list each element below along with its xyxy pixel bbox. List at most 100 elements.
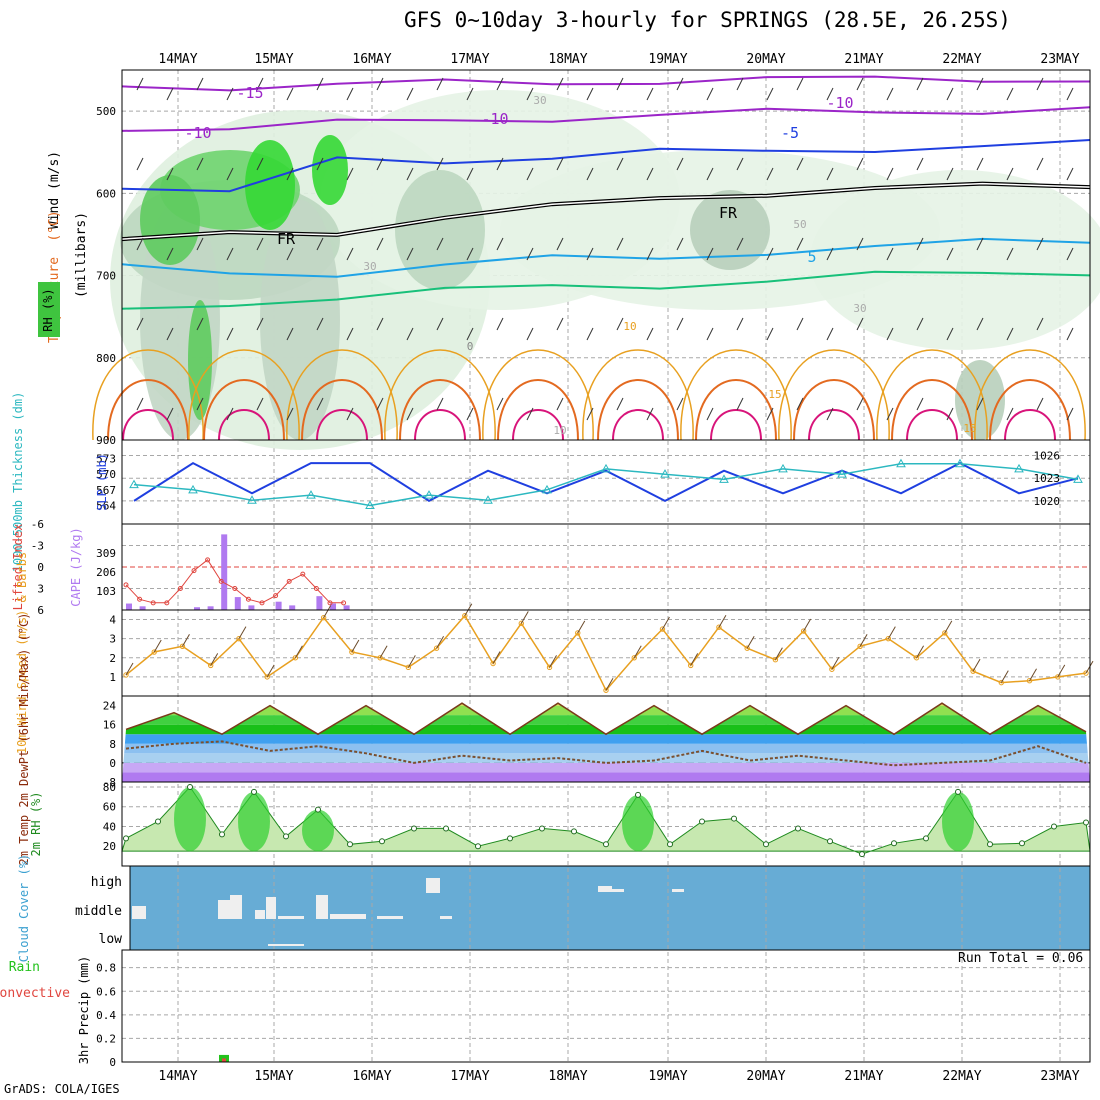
rh-marker xyxy=(859,851,865,858)
wind-speed-marker xyxy=(829,666,835,672)
cloud-block xyxy=(440,916,452,919)
low-level-contour xyxy=(482,349,594,441)
rh-marker xyxy=(699,818,705,825)
wind-tick-label: 1 xyxy=(109,671,116,684)
wind-barb xyxy=(556,157,564,171)
wind-barb xyxy=(1036,157,1044,171)
wind-speed-marker xyxy=(603,687,609,693)
wind-barb xyxy=(946,87,954,101)
wind-barb xyxy=(436,237,444,251)
rh-marker xyxy=(411,825,417,832)
wind-barb xyxy=(346,247,354,261)
cloud-level-label: low xyxy=(99,932,123,947)
rh-peak-fill xyxy=(302,809,334,852)
wind-barb xyxy=(466,167,474,181)
wind-tick-label: 2 xyxy=(109,652,116,665)
rh-marker xyxy=(123,835,129,842)
top-date-label: 16MAY xyxy=(352,52,391,67)
cloud-block xyxy=(268,944,304,946)
low-level-contour xyxy=(122,409,174,441)
wind-barb xyxy=(856,157,864,171)
thickness-marker xyxy=(837,469,847,478)
low-level-contour xyxy=(778,349,890,441)
low-level-contour xyxy=(384,349,496,441)
wind-barb xyxy=(736,397,744,411)
cloud-block xyxy=(132,906,146,919)
temp-band xyxy=(122,753,1090,763)
wind-barb xyxy=(976,157,984,171)
lifted-index-marker xyxy=(327,600,333,606)
wind-barb xyxy=(226,247,234,261)
wind-barb xyxy=(166,247,174,261)
surface-wind-barb xyxy=(605,678,614,691)
chart-title: GFS 0~10day 3-hourly for SPRINGS (28.5E,… xyxy=(404,8,1011,32)
wind-barb xyxy=(526,407,534,421)
wind-speed-marker xyxy=(1026,678,1033,684)
thickness-marker xyxy=(955,458,965,468)
top-date-label: 19MAY xyxy=(648,52,687,67)
lifted-index-line xyxy=(125,559,344,604)
wind-barb xyxy=(916,317,924,331)
temp-unit-label: (°C) xyxy=(47,210,62,241)
top-date-label: 15MAY xyxy=(254,52,293,67)
low-level-contour xyxy=(286,349,398,441)
bottom-date-label: 17MAY xyxy=(450,1069,489,1084)
rh-marker xyxy=(795,825,801,832)
cloud-block xyxy=(316,895,328,919)
lifted-index-marker xyxy=(286,578,292,584)
wind-barb xyxy=(1066,167,1074,181)
contour-label: 10 xyxy=(623,320,636,333)
wind-speed-marker xyxy=(208,662,214,669)
wind-barb xyxy=(286,87,294,101)
top-date-label: 23MAY xyxy=(1040,52,1079,67)
wind-barb xyxy=(496,77,504,91)
wind-barb xyxy=(316,157,324,171)
wind-barb xyxy=(496,397,504,411)
wind-barb xyxy=(676,397,684,411)
low-level-contour xyxy=(316,409,368,441)
rh-marker xyxy=(667,841,673,848)
wind-barb xyxy=(376,157,384,171)
low-level-contour xyxy=(92,349,204,441)
thickness-marker xyxy=(483,495,493,504)
wind-barb xyxy=(616,317,624,331)
isotherm-line xyxy=(121,237,1091,278)
rh-marker xyxy=(155,818,161,825)
pressure-tick-label: 500 xyxy=(96,105,116,118)
wind-barb xyxy=(226,407,234,421)
thickness-tick-label: 567 xyxy=(96,484,116,497)
rh-marker xyxy=(955,788,961,795)
wind-barb xyxy=(376,77,384,91)
wind-barb xyxy=(586,167,594,181)
wind-barb xyxy=(226,327,234,341)
cloud-block xyxy=(330,914,366,919)
wind-barb xyxy=(496,317,504,331)
cape-bar xyxy=(207,606,214,610)
rh-marker xyxy=(379,838,385,845)
surface-wind-barb xyxy=(774,647,783,660)
rh-marker xyxy=(1083,819,1089,826)
wind-barb xyxy=(976,397,984,411)
wind-barb xyxy=(526,87,534,101)
wind-barb xyxy=(556,237,564,251)
pressure-tick-label: 800 xyxy=(96,352,116,365)
wind-barb xyxy=(136,397,144,411)
wind-barb xyxy=(496,237,504,251)
low-level-contour xyxy=(1004,409,1056,441)
wind-barb xyxy=(706,407,714,421)
precip-tick-label: 0.4 xyxy=(96,1009,116,1022)
rh-tick-label: 20 xyxy=(103,840,116,853)
surface-wind-barb xyxy=(407,655,416,668)
surface-wind-barb xyxy=(690,653,699,666)
wind-barb xyxy=(736,77,744,91)
wind-barb xyxy=(346,167,354,181)
rh-marker xyxy=(923,835,929,842)
contour-label: 30 xyxy=(363,260,376,273)
temp-band xyxy=(122,734,1090,744)
wind-barb xyxy=(136,317,144,331)
wind-barb xyxy=(886,247,894,261)
thickness-marker xyxy=(424,490,434,499)
wind-barb xyxy=(1036,77,1044,91)
wind-barb xyxy=(856,237,864,251)
rh-tick-label: 60 xyxy=(103,801,116,814)
